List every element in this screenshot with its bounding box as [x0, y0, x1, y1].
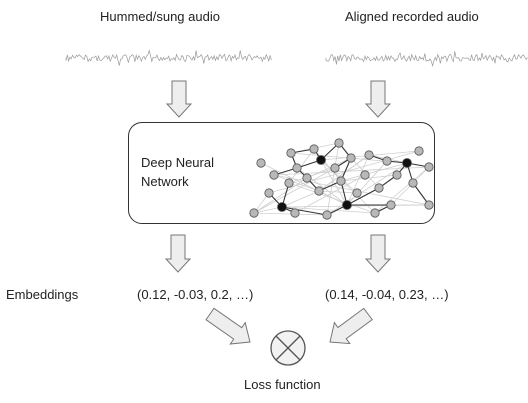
- network-label: Deep Neural Network: [141, 153, 214, 191]
- neural-network-graph-icon: [249, 138, 434, 220]
- network-edge: [253, 167, 336, 214]
- right-diagonal-arrow-icon: [329, 307, 373, 345]
- loss-operator-icon: [270, 330, 306, 366]
- network-edge: [326, 142, 340, 216]
- embeddings-label: Embeddings: [6, 287, 79, 302]
- network-node: [292, 163, 302, 173]
- left-embedding-arrow-icon: [164, 234, 192, 273]
- network-edge: [320, 159, 348, 206]
- network-node: [284, 178, 294, 188]
- network-edge: [313, 148, 342, 182]
- network-edge: [281, 206, 328, 216]
- network-node: [424, 162, 434, 172]
- network-node: [256, 158, 266, 168]
- network-node: [392, 170, 402, 180]
- network-node: [360, 170, 370, 180]
- right-embedding-arrow-icon: [364, 234, 392, 273]
- network-label-line2: Network: [141, 174, 189, 189]
- network-edge: [268, 150, 420, 194]
- left-down-arrow-icon: [165, 80, 193, 118]
- network-edge: [273, 174, 430, 206]
- left-diagonal-arrow-icon: [205, 307, 251, 345]
- network-edge: [281, 190, 320, 208]
- network-node-active: [402, 158, 412, 168]
- network-node: [330, 163, 340, 173]
- network-edge: [281, 204, 430, 208]
- right-embedding-vector: (0.14, -0.04, 0.23, …): [325, 287, 449, 302]
- network-node: [322, 210, 332, 220]
- network-node: [264, 188, 274, 198]
- network-node: [286, 148, 296, 158]
- network-edge: [260, 162, 348, 206]
- network-edge: [253, 212, 328, 216]
- network-node: [352, 188, 362, 198]
- right-waveform-icon: [325, 51, 528, 68]
- network-label-line1: Deep Neural: [141, 155, 214, 170]
- left-embedding-vector: (0.12, -0.03, 0.2, …): [137, 287, 254, 302]
- network-node: [249, 208, 259, 218]
- network-node: [386, 200, 396, 210]
- network-node: [302, 173, 312, 183]
- network-edge: [306, 157, 352, 179]
- deep-neural-network-box: Deep Neural Network: [128, 122, 435, 224]
- network-node: [314, 186, 324, 196]
- network-node-active: [316, 155, 326, 165]
- network-node: [334, 138, 344, 148]
- network-node: [408, 178, 418, 188]
- network-node-active: [277, 202, 287, 212]
- loss-function-label: Loss function: [244, 377, 321, 392]
- network-node: [370, 208, 380, 218]
- network-node: [336, 176, 346, 186]
- network-edge: [346, 154, 370, 206]
- network-edge: [320, 159, 376, 214]
- right-input-label: Aligned recorded audio: [345, 9, 479, 24]
- network-node: [346, 153, 356, 163]
- network-node: [374, 183, 384, 193]
- network-node: [424, 200, 434, 210]
- network-node: [382, 156, 392, 166]
- network-node-active: [342, 200, 352, 210]
- network-edge: [273, 174, 320, 192]
- network-node: [309, 144, 319, 154]
- network-node: [269, 170, 279, 180]
- right-down-arrow-icon: [364, 80, 392, 118]
- left-input-label: Hummed/sung audio: [100, 9, 220, 24]
- network-edge: [346, 187, 380, 206]
- network-edge: [318, 190, 358, 194]
- network-edge: [281, 206, 376, 214]
- left-waveform-icon: [65, 49, 272, 66]
- network-node: [290, 208, 300, 218]
- network-node: [414, 146, 424, 156]
- network-edge: [340, 162, 408, 182]
- network-node: [364, 150, 374, 160]
